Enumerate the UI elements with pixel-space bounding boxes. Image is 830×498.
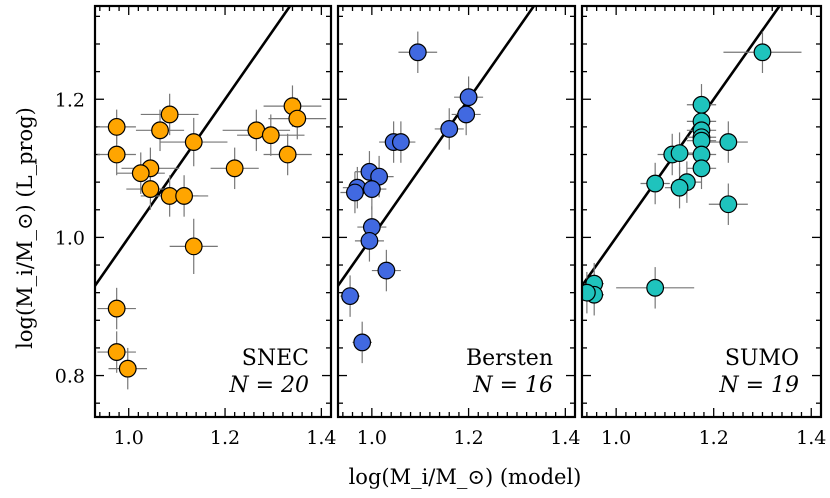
- data-point: [118, 359, 137, 378]
- data-point: [175, 187, 194, 205]
- data-point: [107, 145, 126, 164]
- data-point: [151, 121, 169, 140]
- points-group: [340, 31, 484, 364]
- data-point: [107, 117, 126, 136]
- data-point: [377, 261, 396, 280]
- data-point: [107, 343, 126, 361]
- x-tick-label: 1.4: [550, 427, 580, 449]
- panel-name: Bersten: [466, 346, 553, 371]
- x-axis-title: log(M_i/M_⊙) (model): [349, 465, 582, 489]
- data-point: [582, 283, 596, 302]
- data-point: [719, 133, 738, 151]
- y-tick-label: 0.8: [55, 366, 85, 388]
- data-point: [184, 237, 203, 256]
- y-tick-label: 1.0: [55, 227, 85, 249]
- one-to-one-line: [95, 6, 292, 289]
- data-point: [692, 159, 711, 178]
- data-point: [646, 278, 665, 297]
- x-tick-label: 1.2: [699, 427, 729, 449]
- data-point: [692, 95, 711, 114]
- panel-frame: [93, 4, 333, 419]
- data-point: [459, 88, 478, 107]
- data-point: [341, 287, 359, 306]
- panel-n-label: N = 19: [718, 373, 799, 398]
- data-point: [160, 105, 179, 124]
- panel-name: SNEC: [242, 346, 309, 371]
- data-point: [225, 159, 244, 178]
- x-tick-label: 1.2: [210, 427, 240, 449]
- x-tick-label: 1.4: [306, 427, 336, 449]
- panel-frame: [336, 4, 577, 419]
- data-point: [440, 120, 459, 138]
- data-point: [107, 299, 126, 318]
- y-tick-label: 1.2: [55, 89, 85, 111]
- data-point: [670, 178, 689, 197]
- data-point: [646, 174, 665, 193]
- data-point: [360, 231, 379, 250]
- data-point: [391, 133, 410, 151]
- data-point: [288, 109, 307, 128]
- y-axis-title: log(M_i/M_⊙) (L_prog): [13, 107, 37, 349]
- one-to-one-line-group: [338, 6, 536, 289]
- one-to-one-line-group: [95, 6, 292, 289]
- one-to-one-line: [338, 6, 536, 289]
- data-point: [353, 333, 372, 352]
- points-group: [582, 31, 802, 316]
- data-point: [261, 126, 280, 145]
- x-tick-label: 1.4: [796, 427, 826, 449]
- panel-frame: [580, 4, 823, 419]
- data-point: [141, 180, 160, 198]
- x-tick-label: 1.0: [114, 427, 144, 449]
- x-tick-label: 1.0: [357, 427, 387, 449]
- data-point: [719, 195, 738, 214]
- data-point: [131, 164, 150, 183]
- panel-n-label: N = 16: [472, 373, 553, 398]
- data-point: [753, 43, 772, 62]
- data-point: [457, 105, 476, 124]
- data-point: [278, 145, 297, 164]
- data-point: [408, 43, 427, 62]
- panel-n-label: N = 20: [228, 373, 309, 398]
- x-tick-label: 1.2: [453, 427, 483, 449]
- data-point: [670, 144, 689, 163]
- points-group: [97, 85, 327, 390]
- x-tick-label: 1.0: [601, 427, 631, 449]
- panel-name: SUMO: [725, 346, 799, 371]
- data-point: [184, 133, 203, 151]
- data-point: [362, 180, 381, 198]
- data-point: [346, 183, 364, 202]
